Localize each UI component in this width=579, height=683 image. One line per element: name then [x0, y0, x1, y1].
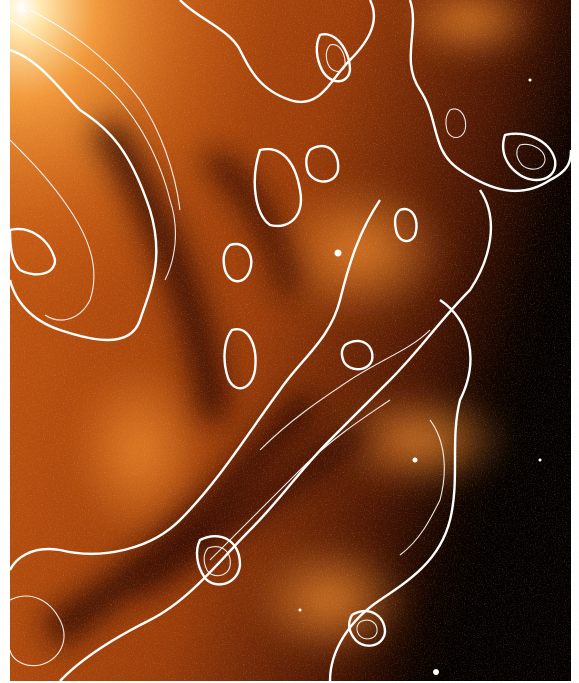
image-frame — [10, 0, 571, 681]
star-field — [10, 0, 571, 681]
contours — [8, 0, 573, 682]
stars — [298, 78, 542, 675]
